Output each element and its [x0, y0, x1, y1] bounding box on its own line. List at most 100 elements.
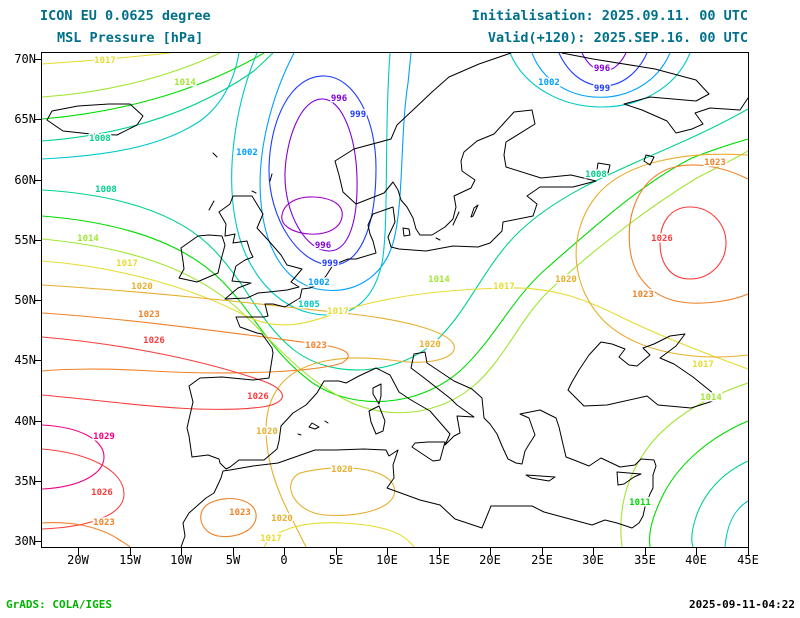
isobar-label: 1014	[174, 78, 196, 88]
isobar-label: 1008	[95, 185, 117, 195]
lon-tick-label: 0	[280, 553, 288, 567]
isobar-label: 1020	[555, 275, 577, 285]
lat-tick-mark	[35, 360, 42, 361]
isobar-996	[581, 53, 627, 72]
isobar-1029	[42, 424, 105, 490]
isobar-label: 1029	[93, 432, 115, 442]
isobar-label: 1023	[138, 310, 160, 320]
isobar-label: 1002	[236, 148, 258, 158]
lon-tick-mark	[696, 548, 697, 555]
isobar-1023	[42, 312, 349, 374]
coastline-sardinia	[368, 405, 386, 435]
isobar-label: 1002	[538, 78, 560, 88]
coastline-shetland	[269, 173, 273, 182]
isobar-label: 1020	[271, 514, 293, 524]
isobar-label: 1014	[428, 275, 450, 285]
isobar-label: 1017	[260, 534, 282, 544]
lat-tick-mark	[35, 240, 42, 241]
coastline-hebrides	[208, 200, 215, 211]
lon-tick-label: 45E	[737, 553, 759, 567]
isobar-1005	[724, 500, 748, 547]
isobar-label: 1002	[308, 278, 330, 288]
isobar-1005	[509, 53, 691, 108]
lat-tick-mark	[35, 59, 42, 60]
isobar-label: 996	[594, 64, 610, 74]
init-time: Initialisation: 2025.09.11. 00 UTC	[471, 8, 748, 24]
lon-tick-label: 5E	[328, 553, 344, 567]
lat-tick-label: 60N	[14, 173, 36, 187]
coastline-ireland	[178, 234, 226, 283]
isobar-1023	[42, 522, 131, 547]
lat-tick-mark	[35, 541, 42, 542]
isobar-label: 1020	[331, 465, 353, 475]
isobar-1011	[42, 53, 265, 120]
coastline-bornholm	[435, 237, 441, 241]
lat-tick-label: 30N	[14, 534, 36, 548]
coastline-iceland	[46, 103, 144, 136]
lon-tick-mark	[645, 548, 646, 555]
lat-tick-mark	[35, 300, 42, 301]
isobar-1014	[42, 150, 748, 414]
coastline-zealand	[402, 227, 411, 237]
isobar-label: 1020	[419, 340, 441, 350]
lat-tick-label: 45N	[14, 353, 36, 367]
lon-tick-mark	[748, 548, 749, 555]
coastline-crete	[525, 474, 556, 482]
isobar-993	[281, 196, 343, 235]
isobar-1014	[620, 382, 748, 547]
lat-tick-label: 35N	[14, 474, 36, 488]
isobar-1026	[659, 206, 727, 280]
isobar-1023	[628, 164, 748, 304]
field-title: MSL Pressure [hPa]	[57, 30, 204, 46]
lat-tick-mark	[35, 421, 42, 422]
lat-tick-label: 50N	[14, 293, 36, 307]
coastline-ibiza	[297, 433, 302, 436]
isobar-1023	[200, 498, 257, 538]
isobar-label: 1026	[143, 336, 165, 346]
lat-tick-label: 65N	[14, 112, 36, 126]
map-frame: 1017 1014 1008 1002 1008 1014 1017 1020 1023 1026…	[41, 52, 749, 548]
lon-tick-mark	[593, 548, 594, 555]
isobar-999	[268, 75, 377, 266]
isobar-1002	[531, 53, 671, 98]
isobar-label: 1017	[327, 307, 349, 317]
isobar-label: 1008	[89, 134, 111, 144]
isobar-label: 1008	[585, 170, 607, 180]
lon-tick-label: 35E	[634, 553, 656, 567]
lon-tick-label: 5W	[225, 553, 241, 567]
isobar-1017	[263, 522, 415, 547]
isobar-1020	[575, 153, 748, 358]
coastline-faroes	[212, 152, 218, 158]
isobar-label: 1023	[305, 341, 327, 351]
coastline-kola-whitesea	[561, 53, 748, 134]
isobar-layer	[42, 53, 748, 547]
lat-tick-label: 55N	[14, 233, 36, 247]
coastline-mallorca	[308, 422, 320, 430]
lake-onega	[643, 154, 655, 166]
lon-tick-mark	[78, 548, 79, 555]
lake-ladoga	[596, 162, 611, 174]
isobar-1011	[648, 420, 748, 547]
isobar-label: 999	[350, 110, 366, 120]
isobar-label: 1026	[247, 392, 269, 402]
lat-tick-mark	[35, 180, 42, 181]
coastline-mainland	[180, 53, 657, 547]
isobar-label: 1011	[629, 498, 651, 508]
isobar-label: 1017	[692, 360, 714, 370]
isobar-1026	[42, 336, 283, 410]
isobar-1017	[42, 260, 748, 370]
isobar-1008	[42, 53, 274, 142]
isobar-label: 1023	[704, 158, 726, 168]
lon-tick-label: 25E	[531, 553, 553, 567]
isobar-label: 1026	[651, 234, 673, 244]
isobar-label: 1023	[632, 290, 654, 300]
lon-tick-label: 15W	[119, 553, 141, 567]
isobar-1026	[42, 448, 125, 530]
isobar-label: 996	[315, 241, 331, 251]
coastline-oland	[452, 211, 460, 226]
lon-tick-label: 10W	[170, 553, 192, 567]
isobar-1008	[691, 460, 748, 547]
map-canvas: 1017 1014 1008 1002 1008 1014 1017 1020 1023 1026…	[42, 53, 748, 547]
coastline-corsica	[372, 383, 382, 405]
